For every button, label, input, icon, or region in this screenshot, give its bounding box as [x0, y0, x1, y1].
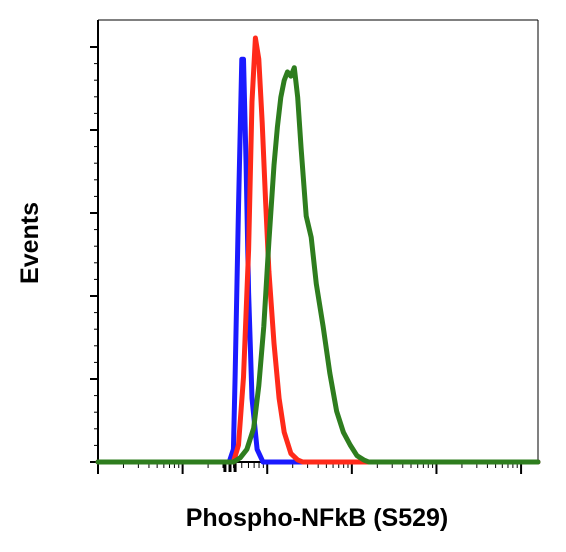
series-line-2 — [95, 35, 541, 465]
y-axis-label: Events — [16, 202, 44, 284]
series-group — [95, 35, 541, 465]
series-line-1 — [95, 56, 541, 465]
plot-frame — [97, 19, 539, 464]
x-axis-label: Phospho-NFkB (S529) — [186, 504, 449, 532]
y-axis-ticks — [90, 46, 98, 463]
series-line-3 — [95, 65, 541, 465]
